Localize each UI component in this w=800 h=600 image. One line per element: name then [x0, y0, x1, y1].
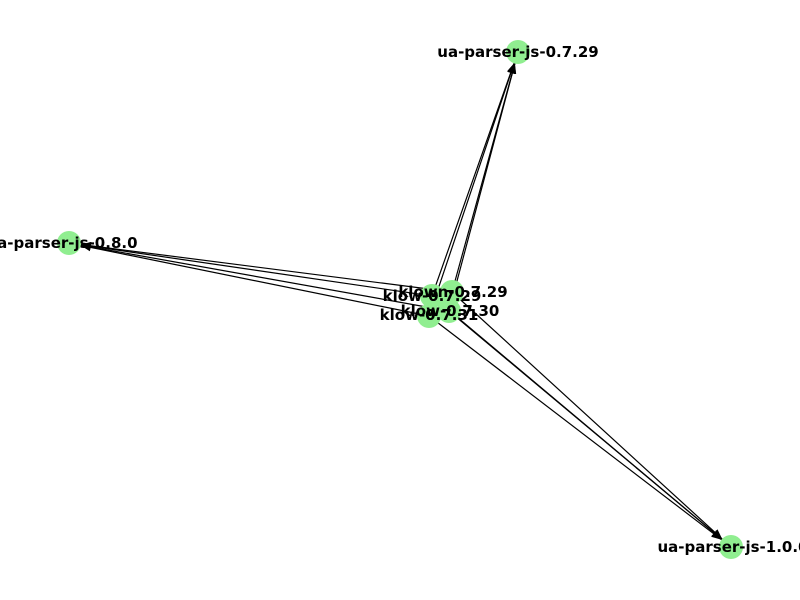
node-label-klown-0.7.29: klown-0.7.29 — [398, 283, 507, 301]
node-ua-parser-js-0.7.29 — [506, 40, 530, 64]
edge-klow-0.7.29-to-ua-parser-js-0.7.29 — [431, 63, 515, 297]
nodes-layer — [57, 40, 743, 559]
edge-klow-0.7.31-to-ua-parser-js-0.7.29 — [428, 63, 515, 317]
edge-klow-0.7.30-to-ua-parser-js-0.8.0 — [80, 242, 450, 312]
node-klow-0.7.30 — [437, 299, 461, 323]
node-klow-0.7.29 — [420, 284, 444, 308]
node-ua-parser-js-1.0.0 — [719, 535, 743, 559]
node-label-klow-0.7.30: klow-0.7.30 — [401, 302, 500, 320]
node-klow-0.7.31 — [417, 304, 441, 328]
edge-klow-0.7.30-to-ua-parser-js-1.0.0 — [448, 310, 723, 540]
node-label-klow-0.7.31: klow-0.7.31 — [380, 306, 479, 324]
edges-layer — [80, 63, 723, 541]
edge-klow-0.7.29-to-ua-parser-js-0.8.0 — [80, 242, 433, 297]
edge-klow-0.7.31-to-ua-parser-js-0.8.0 — [80, 243, 430, 317]
labels-layer: ua-parser-js-0.7.29 ua-parser-js-0.8.0 ua-… — [0, 43, 800, 556]
node-klown-0.7.29 — [440, 280, 464, 304]
node-ua-parser-js-0.8.0 — [57, 231, 81, 255]
node-label-ua-parser-js-0.8.0: ua-parser-js-0.8.0 — [0, 234, 138, 252]
edge-klow-0.7.30-to-ua-parser-js-0.7.29 — [448, 63, 517, 312]
node-label-ua-parser-js-1.0.0: ua-parser-js-1.0.0 — [657, 538, 800, 556]
edge-klown-0.7.29-to-ua-parser-js-1.0.0 — [451, 291, 723, 540]
node-label-klow-0.7.29: klow-0.7.29 — [383, 287, 482, 305]
edge-klown-0.7.29-to-ua-parser-js-0.8.0 — [80, 241, 453, 293]
edge-klow-0.7.31-to-ua-parser-js-1.0.0 — [428, 315, 722, 541]
node-label-ua-parser-js-0.7.29: ua-parser-js-0.7.29 — [437, 43, 598, 61]
